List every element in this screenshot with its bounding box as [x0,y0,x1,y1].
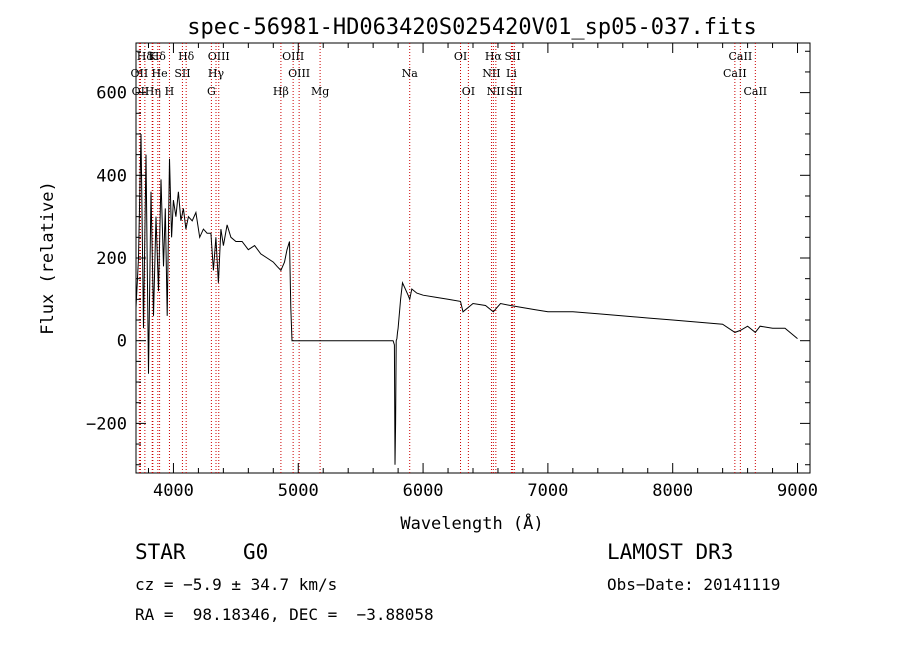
line-label: OIII [288,67,310,80]
line-label: SII [504,50,520,63]
line-label: Mg [311,85,329,98]
line-label: G [207,85,216,98]
line-label: SII [174,67,190,80]
line-label: Li [506,67,517,80]
redshift-info: cz = −5.9 ± 34.7 km/s [135,575,338,594]
line-label: Hδ [178,50,195,63]
x-axis-label: Wavelength (Å) [400,512,543,534]
line-label: OII [132,85,150,98]
x-tick-label: 4000 [153,481,194,501]
x-tick-label: 7000 [527,481,568,501]
y-tick-label: −200 [86,414,127,434]
line-label: Hδ [137,50,154,63]
spectral-line-markers [138,43,756,473]
spectrum-line [135,133,798,465]
line-label: OIII [282,50,304,63]
line-label: NII [482,67,500,80]
line-label: H [165,85,175,98]
object-subclass: G0 [243,540,269,564]
x-tick-label: 9000 [777,481,818,501]
y-tick-label: 0 [117,332,127,352]
line-label: He [152,67,168,80]
plot-frame [135,42,811,474]
y-axis: −200 0 200 400 600 [86,50,810,466]
line-label: Hη [145,85,161,98]
x-axis: 4000 5000 6000 7000 8000 9000 [147,43,818,501]
line-label: OIII [208,50,230,63]
y-tick-label: 200 [96,249,127,269]
line-label: NII [487,85,505,98]
line-label: K [148,50,157,63]
line-label: OII [131,67,149,80]
chart-title: spec-56981-HD063420S025420V01_sp05-037.f… [187,15,757,40]
line-label: CaII [743,85,767,98]
object-class: STAR [135,540,186,564]
line-label: OI [462,85,475,98]
y-tick-label: 600 [96,84,127,104]
obs-date: Obs−Date: 20141119 [607,575,781,594]
line-label: Na [402,67,419,80]
x-tick-label: 6000 [403,481,444,501]
line-label: Hβ [273,85,289,98]
x-tick-label: 5000 [278,481,319,501]
line-label: Hδ [150,50,167,63]
y-tick-label: 400 [96,166,127,186]
x-tick-label: 8000 [652,481,693,501]
survey-name: LAMOST DR3 [607,540,734,564]
y-axis-label: Flux (relative) [38,181,58,335]
line-label: SII [506,85,522,98]
coordinates: RA = 98.18346, DEC = −3.88058 [135,605,434,624]
line-label: OI [454,50,467,63]
line-label: CaII [723,67,747,80]
line-label: Hα [485,50,503,63]
line-label: CaII [729,50,753,63]
line-label: Hγ [208,67,225,80]
